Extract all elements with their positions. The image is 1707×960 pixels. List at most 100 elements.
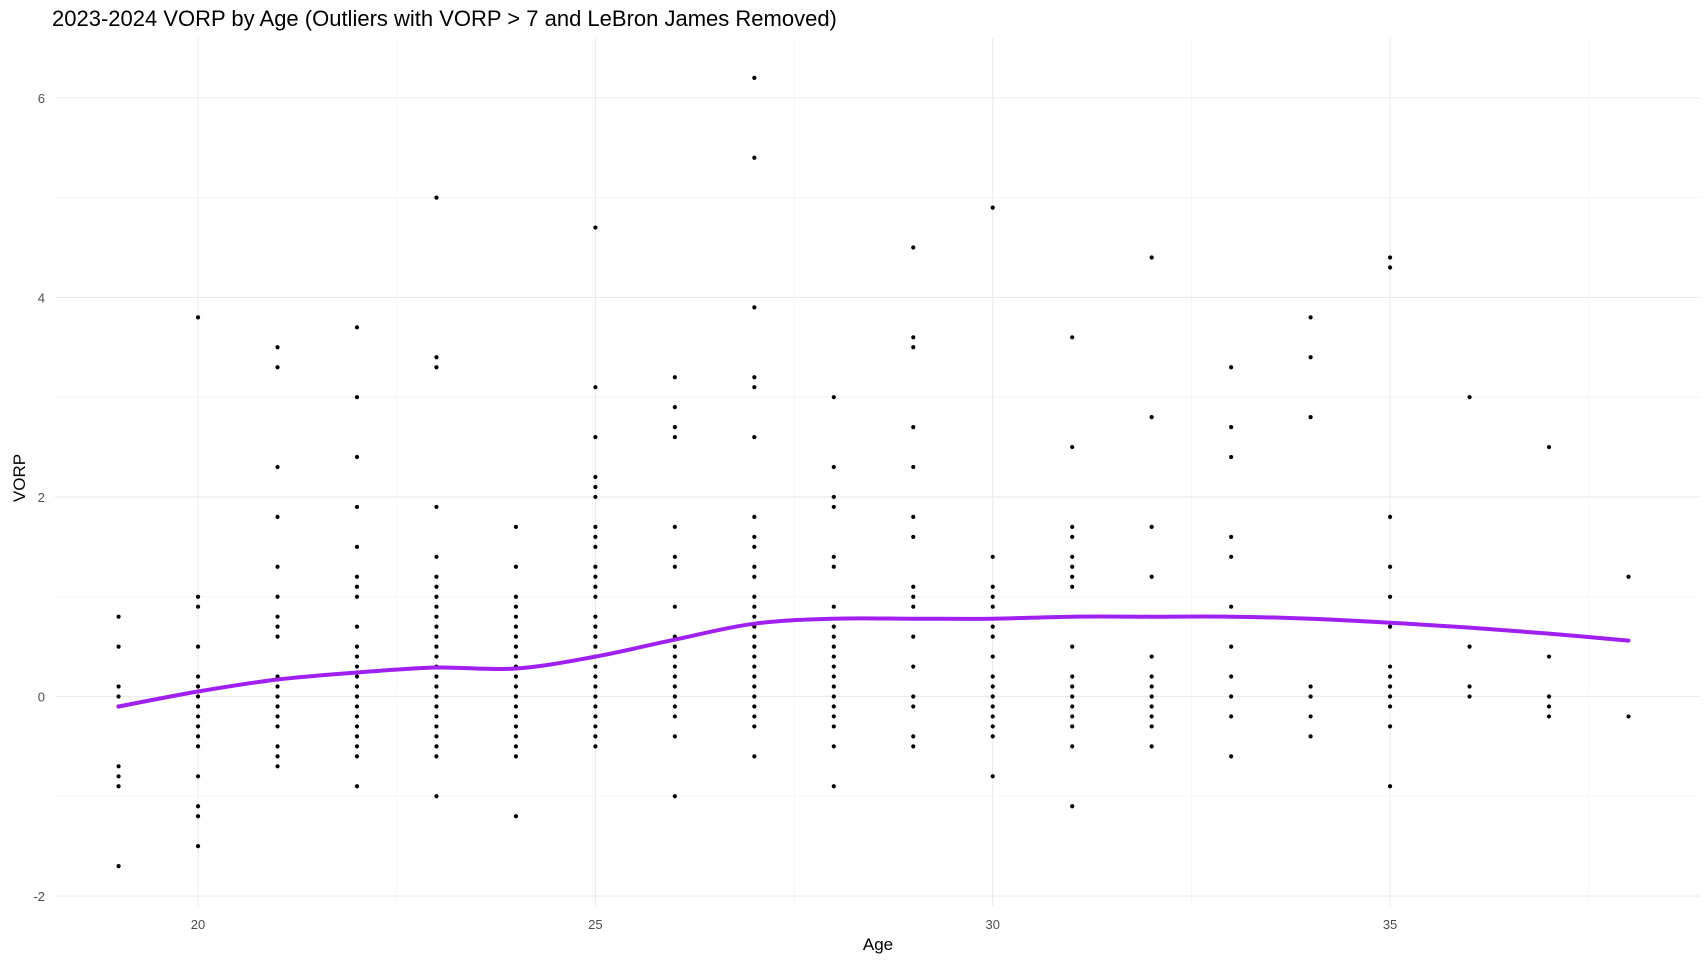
data-point bbox=[1070, 674, 1075, 679]
x-tick-label: 20 bbox=[191, 917, 205, 932]
data-point bbox=[1387, 694, 1393, 699]
data-point bbox=[1070, 564, 1075, 569]
data-point bbox=[831, 634, 836, 639]
data-point bbox=[911, 464, 916, 470]
data-point bbox=[752, 674, 757, 679]
data-point bbox=[831, 464, 836, 470]
data-point bbox=[752, 664, 757, 669]
data-point bbox=[513, 704, 519, 709]
data-point bbox=[831, 654, 836, 659]
data-point bbox=[275, 714, 280, 719]
data-point bbox=[593, 744, 598, 749]
data-point bbox=[672, 694, 677, 699]
data-point bbox=[434, 355, 439, 360]
data-point bbox=[1308, 714, 1313, 719]
data-point bbox=[593, 734, 598, 739]
data-point bbox=[672, 664, 677, 669]
data-point bbox=[990, 684, 995, 689]
data-point bbox=[513, 564, 519, 569]
data-point bbox=[1387, 784, 1393, 789]
data-point bbox=[195, 844, 201, 849]
data-point bbox=[911, 664, 916, 669]
data-point bbox=[195, 774, 201, 779]
data-point bbox=[593, 385, 598, 390]
data-point bbox=[593, 704, 598, 709]
data-point bbox=[275, 614, 280, 619]
data-point bbox=[434, 554, 439, 559]
data-point bbox=[1546, 694, 1552, 699]
data-point bbox=[195, 724, 201, 729]
data-point bbox=[354, 754, 360, 759]
data-point bbox=[434, 744, 439, 749]
y-axis-title: VORP bbox=[10, 454, 29, 502]
data-point bbox=[752, 654, 757, 659]
data-point bbox=[434, 714, 439, 719]
data-point bbox=[354, 684, 360, 689]
y-tick-label: 2 bbox=[38, 490, 45, 505]
data-point bbox=[1387, 674, 1393, 679]
x-tick-label: 25 bbox=[588, 917, 602, 932]
data-point bbox=[990, 584, 995, 589]
data-point bbox=[513, 744, 519, 749]
data-point bbox=[752, 305, 757, 310]
data-point bbox=[672, 704, 677, 709]
data-point bbox=[513, 614, 519, 619]
data-point bbox=[911, 584, 916, 589]
data-point bbox=[752, 704, 757, 709]
data-point bbox=[1070, 554, 1075, 559]
data-point bbox=[593, 594, 598, 599]
y-tick-label: -2 bbox=[33, 889, 45, 904]
data-point bbox=[831, 724, 836, 729]
data-point bbox=[434, 674, 439, 679]
data-point bbox=[1546, 444, 1552, 450]
data-point bbox=[513, 644, 519, 649]
data-point bbox=[1308, 355, 1313, 360]
data-point bbox=[911, 694, 916, 699]
data-point bbox=[1070, 584, 1075, 589]
data-point bbox=[990, 634, 995, 639]
data-point bbox=[672, 564, 677, 569]
data-point bbox=[831, 564, 836, 569]
data-point bbox=[593, 524, 598, 529]
data-point bbox=[1149, 524, 1154, 529]
data-point bbox=[672, 644, 677, 649]
data-point bbox=[831, 604, 836, 609]
data-point bbox=[990, 694, 995, 699]
data-point bbox=[275, 624, 280, 629]
data-point bbox=[275, 365, 280, 370]
data-point bbox=[275, 564, 280, 569]
data-point bbox=[354, 704, 360, 709]
data-point bbox=[831, 554, 836, 559]
data-point bbox=[752, 544, 757, 549]
data-point bbox=[752, 604, 757, 609]
data-point bbox=[752, 754, 757, 759]
data-point bbox=[1149, 415, 1154, 420]
data-point bbox=[1467, 694, 1472, 699]
data-point bbox=[513, 604, 519, 609]
data-point bbox=[831, 684, 836, 689]
data-point bbox=[434, 734, 439, 739]
data-point bbox=[831, 704, 836, 709]
data-point bbox=[275, 744, 280, 749]
data-point bbox=[752, 434, 757, 440]
data-point bbox=[752, 724, 757, 729]
data-point bbox=[195, 684, 201, 689]
data-point bbox=[1229, 644, 1234, 649]
data-point bbox=[831, 674, 836, 679]
data-point bbox=[911, 634, 916, 639]
data-point bbox=[1467, 644, 1472, 649]
data-point bbox=[831, 784, 836, 789]
data-point bbox=[1387, 684, 1393, 689]
data-point bbox=[1070, 574, 1075, 579]
data-point bbox=[752, 155, 757, 160]
data-point bbox=[911, 345, 916, 350]
data-point bbox=[672, 604, 677, 609]
data-point bbox=[354, 584, 360, 589]
data-point bbox=[354, 714, 360, 719]
data-point bbox=[1070, 444, 1075, 450]
data-point bbox=[513, 634, 519, 639]
data-point bbox=[672, 434, 677, 440]
data-point bbox=[434, 724, 439, 729]
trend-line-layer bbox=[116, 614, 1631, 709]
data-point bbox=[1149, 694, 1154, 699]
